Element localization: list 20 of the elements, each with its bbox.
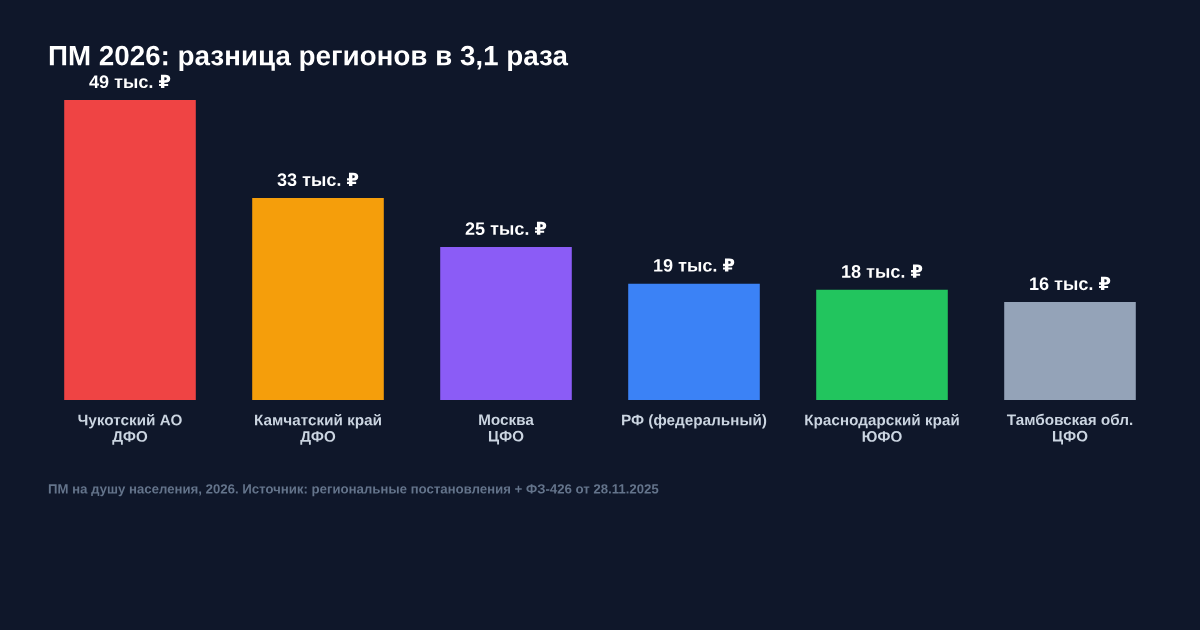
x-tick-label: Чукотский АО ДФО (78, 413, 182, 445)
data-label: 25 тыс. ₽ (465, 221, 547, 236)
x-tick-label: Тамбовская обл. ЦФО (1006, 413, 1133, 445)
bar (1004, 302, 1136, 400)
chart-title: ПМ 2026: разница регионов в 3,1 раза (49, 45, 569, 71)
x-tick-label: РФ (федеральный) (622, 413, 767, 429)
x-tick-label: Москва ЦФО (479, 414, 534, 445)
bar (252, 197, 384, 400)
x-tick-label: Камчатский край ДФО (255, 413, 381, 445)
data-label: 49 тыс. ₽ (89, 74, 171, 89)
x-tick-label: Краснодарский край ЮФО (805, 413, 959, 442)
data-label: 16 тыс. ₽ (1030, 276, 1111, 291)
bar (816, 289, 948, 400)
data-label: 18 тыс. ₽ (842, 264, 923, 278)
bar (628, 283, 760, 400)
data-label: 33 тыс. ₽ (277, 172, 359, 187)
bar (440, 246, 572, 400)
data-label: 19 тыс. ₽ (654, 258, 735, 272)
bar (64, 100, 196, 400)
text: ПМ на душу населения, 2026. Источник: региональные постановления + ФЗ-426 от 28.11.2025 (48, 484, 659, 497)
